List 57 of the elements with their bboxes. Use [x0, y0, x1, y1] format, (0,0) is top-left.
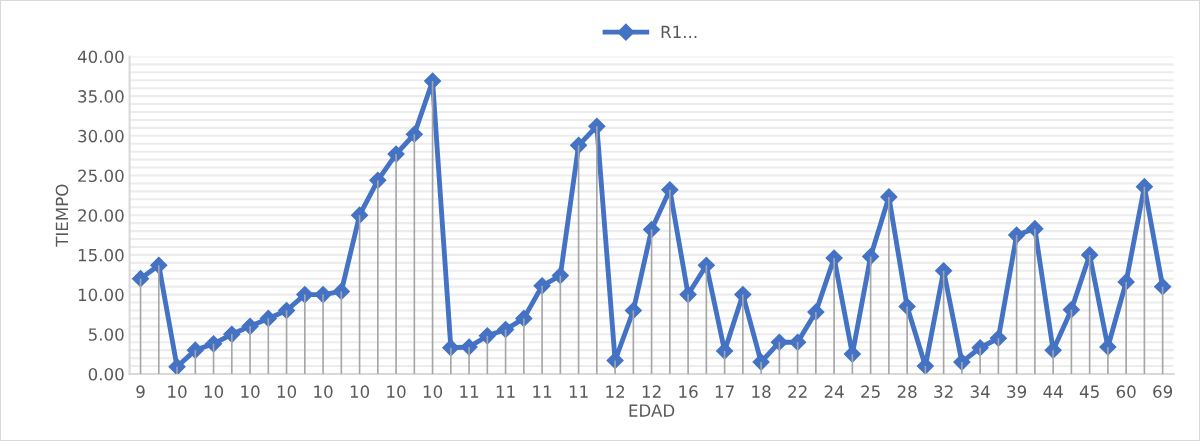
y-tick-label: 35.00: [78, 90, 124, 103]
x-tick-label: 69: [1153, 385, 1173, 398]
point: [205, 335, 223, 353]
x-tick-label: 16: [679, 385, 698, 398]
y-axis-title: TIEMPO: [55, 184, 69, 247]
x-tick-label: 17: [715, 385, 734, 398]
x-tick-label: 45: [1079, 385, 1099, 398]
x-tick-label: 60: [1116, 385, 1136, 398]
legend-label: R1...: [661, 25, 697, 38]
x-tick-label: 10: [387, 385, 406, 398]
point: [424, 72, 442, 90]
point: [131, 270, 150, 288]
x-tick-label: 10: [277, 385, 297, 398]
x-tick-label: 28: [897, 385, 917, 398]
point: [989, 329, 1007, 347]
x-tick-label: 11: [496, 385, 515, 398]
x-tick-label: 39: [1007, 385, 1027, 398]
x-tick-label: 24: [824, 385, 844, 398]
x-tick-label: 11: [533, 385, 552, 398]
point: [789, 333, 807, 351]
x-tick-label: 32: [934, 385, 953, 398]
point: [478, 327, 496, 345]
point: [1154, 278, 1172, 296]
x-tick-label: 10: [168, 385, 187, 398]
x-tick-label: 34: [970, 385, 990, 398]
y-tick-label: 10.00: [78, 288, 124, 302]
point: [351, 206, 369, 224]
y-tick-label: 25.00: [78, 169, 124, 183]
x-tick-label: 12: [642, 385, 661, 398]
point: [405, 125, 423, 143]
y-tick-label: 15.00: [78, 248, 124, 262]
x-tick-label: 10: [241, 385, 260, 398]
x-axis-title: EDAD: [629, 404, 675, 417]
x-tick-label: 44: [1043, 385, 1063, 398]
y-tick-label: 20.00: [78, 209, 124, 222]
x-tick-label: 10: [350, 385, 370, 398]
x-tick-label: 25: [861, 385, 880, 398]
point: [770, 333, 788, 351]
point: [1008, 226, 1026, 244]
point: [624, 301, 642, 320]
x-tick-label: 9: [136, 385, 145, 398]
point: [697, 256, 715, 274]
x-tick-label: 10: [204, 385, 224, 398]
point: [570, 136, 588, 154]
y-tick-label: 0.00: [88, 367, 124, 381]
x-tick-label: 22: [788, 385, 807, 398]
y-tick-label: 5.00: [88, 328, 124, 341]
x-tick-label: 10: [314, 385, 333, 398]
x-tick-label: 18: [752, 385, 771, 398]
point: [1062, 301, 1080, 319]
x-tick-label: 12: [606, 385, 625, 398]
point: [551, 266, 569, 285]
y-tick-label: 30.00: [78, 129, 124, 143]
x-tick-label: 10: [423, 385, 443, 398]
y-tick-label: 40.00: [77, 50, 124, 64]
x-tick-label: 11: [569, 385, 588, 398]
x-tick-label: 11: [460, 385, 479, 398]
